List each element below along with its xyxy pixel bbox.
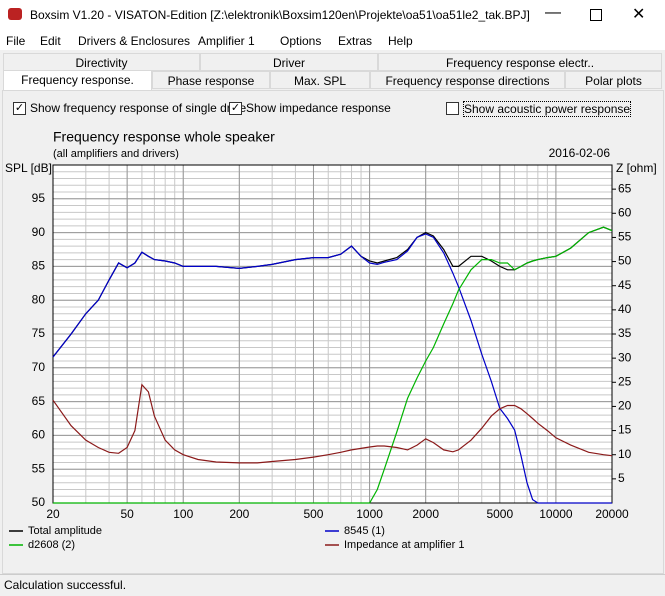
title-bar: Boxsim V1.20 - VISATON-Edition [Z:\elekt… xyxy=(0,0,665,30)
x-tick-label: 50 xyxy=(120,507,134,521)
y-tick-label: 70 xyxy=(32,360,46,374)
y2-tick-label: 50 xyxy=(618,254,632,268)
series-line xyxy=(52,233,612,504)
x-tick-label: 20000 xyxy=(595,507,629,521)
y-tick-label: 95 xyxy=(32,191,46,205)
series-line xyxy=(52,383,613,464)
maximize[interactable] xyxy=(590,9,602,21)
y2-tick-label: 15 xyxy=(618,423,632,437)
y-tick-label: 50 xyxy=(32,495,46,509)
chart: 50 55 60 65 70 75 80 85 90 95 5 10 15 20 25 30 35 40 45 50 5… xyxy=(3,124,661,570)
window-title: Boxsim V1.20 - VISATON-Edition [Z:\elekt… xyxy=(30,8,530,22)
checkbox-label[interactable]: Show acoustic power response xyxy=(463,101,632,117)
y-tick-label: 80 xyxy=(32,292,46,306)
y-tick-label: 60 xyxy=(32,428,46,442)
chart-date: 2016-02-06 xyxy=(549,146,611,160)
y-tick-label: 90 xyxy=(32,225,46,239)
x-tick-label: 10000 xyxy=(539,507,573,521)
x-tick-label: 100 xyxy=(173,507,193,521)
legend-label: Total amplitude xyxy=(28,525,102,537)
tab[interactable]: Polar plots xyxy=(565,71,662,89)
y2-tick-label: 25 xyxy=(618,374,632,388)
x-tick-label: 20 xyxy=(46,507,60,521)
tab[interactable]: Frequency response. xyxy=(3,70,152,90)
tab[interactable]: Frequency response electr.. xyxy=(378,53,662,71)
close[interactable]: ✕ xyxy=(632,6,646,23)
x-tick-label: 2000 xyxy=(412,507,439,521)
menu-item[interactable]: Amplifier 1 xyxy=(198,34,255,48)
chart-title: Frequency response whole speaker xyxy=(53,129,275,145)
y2-tick-label: 35 xyxy=(618,326,632,340)
y-tick-label: 85 xyxy=(32,259,46,273)
checkbox-label[interactable]: Show frequency response of single drive xyxy=(30,101,247,115)
status-bar: Calculation successful. xyxy=(0,574,665,596)
minimize[interactable]: — xyxy=(545,4,561,21)
y2-tick-label: 10 xyxy=(618,447,632,461)
menu-item[interactable]: Options xyxy=(280,34,322,48)
checkbox[interactable] xyxy=(446,102,459,115)
y-tick-label: 55 xyxy=(32,461,46,475)
menu-item[interactable]: Edit xyxy=(40,34,61,48)
tab[interactable]: Max. SPL xyxy=(270,71,370,89)
y-tick-label: 75 xyxy=(32,326,46,340)
y2-tick-label: 60 xyxy=(618,205,632,219)
y-tick-label: 65 xyxy=(32,394,46,408)
y2-tick-label: 55 xyxy=(618,230,632,244)
tab[interactable]: Phase response xyxy=(152,71,270,89)
checkbox-label[interactable]: Show impedance response xyxy=(246,101,391,115)
menu-bar: File Edit Drivers & Enclosures Amplifier 1 O… xyxy=(0,30,665,50)
y2-tick-label: 40 xyxy=(618,302,632,316)
y2-tick-label: 45 xyxy=(618,278,632,292)
menu-item[interactable]: Extras xyxy=(338,34,373,48)
checkbox[interactable]: ✓ xyxy=(13,102,26,115)
y2-tick-label: 30 xyxy=(618,350,632,364)
x-tick-label: 200 xyxy=(229,507,249,521)
tab[interactable]: Frequency response directions xyxy=(370,71,565,89)
menu-item[interactable]: Drivers & Enclosures xyxy=(78,34,191,48)
legend-label: Impedance at amplifier 1 xyxy=(344,539,464,551)
x-tick-label: 5000 xyxy=(486,507,513,521)
y2-tick-label: 20 xyxy=(618,399,632,413)
status-text: Calculation successful. xyxy=(4,578,127,592)
tab[interactable]: Driver xyxy=(200,53,378,71)
x-tick-label: 1000 xyxy=(356,507,383,521)
y2-tick-label: 5 xyxy=(618,471,625,485)
y2-axis-label: Z [ohm] xyxy=(616,161,657,175)
x-tick-label: 500 xyxy=(303,507,323,521)
legend-label: 8545 (1) xyxy=(344,525,385,537)
chart-subtitle: (all amplifiers and drivers) xyxy=(53,148,179,160)
menu-item[interactable]: File xyxy=(6,34,26,48)
y-axis-label: SPL [dB] xyxy=(5,161,52,175)
tab[interactable]: Directivity xyxy=(3,53,200,71)
series-line xyxy=(53,226,613,504)
legend-label: d2608 (2) xyxy=(28,539,75,551)
checkbox[interactable]: ✓ xyxy=(229,102,242,115)
app-icon xyxy=(8,8,22,20)
y2-tick-label: 65 xyxy=(618,181,632,195)
menu-item[interactable]: Help xyxy=(388,34,413,48)
